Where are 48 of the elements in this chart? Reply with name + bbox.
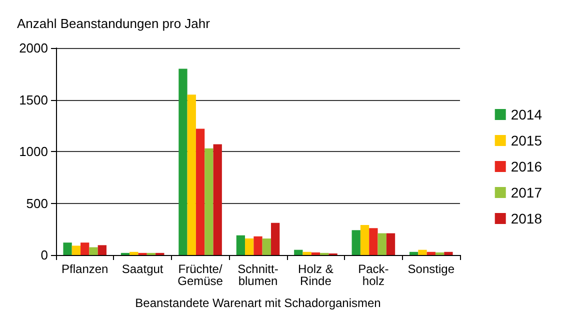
legend-label: 2015 (510, 132, 542, 148)
bar (294, 250, 303, 255)
bar (369, 228, 378, 255)
bar (270, 222, 280, 255)
x-tick-label: Saatgut (122, 262, 164, 276)
bar (426, 252, 436, 255)
bar (254, 236, 262, 255)
y-tick-label: 2000 (19, 40, 48, 56)
bar (187, 94, 196, 255)
x-tick-label: Sonstige (408, 262, 455, 276)
bar (130, 252, 138, 255)
legend-label: 2014 (510, 106, 542, 122)
y-tick-label: 1000 (19, 144, 48, 159)
bar (262, 238, 271, 255)
bar (435, 252, 444, 255)
x-tick-label: Pack- holz (358, 262, 389, 288)
bar (89, 247, 98, 255)
x-axis-title: Beanstandete Warenart mit Schadorganismen (135, 296, 381, 310)
bar (360, 224, 370, 255)
legend-label: 2017 (510, 184, 542, 200)
y-tick-label: 500 (26, 196, 48, 211)
x-tick-label: Schnitt- blumen (238, 262, 278, 288)
bar (72, 246, 81, 255)
bar (378, 233, 386, 255)
bar (410, 252, 418, 255)
bar (196, 128, 205, 255)
bar (418, 250, 427, 255)
x-tick-label: Pflanzen (62, 262, 108, 276)
bar (204, 148, 214, 255)
bar (98, 245, 106, 255)
bar (386, 233, 396, 255)
legend-label: 2016 (510, 158, 542, 174)
bar (302, 252, 312, 255)
legend-label: 2018 (510, 210, 542, 226)
bar (311, 252, 320, 255)
bar (444, 252, 453, 255)
bar (245, 238, 254, 255)
bar (213, 144, 222, 255)
bar (178, 68, 188, 255)
chart-title: Anzahl Beanstandungen pro Jahr (17, 16, 211, 31)
x-tick-label: Früchte/ Gemüse (178, 262, 224, 288)
bar (80, 242, 90, 255)
y-tick-label: 0 (40, 248, 48, 262)
bar (63, 242, 72, 255)
x-tick-label: Holz & Rinde (298, 262, 334, 288)
y-tick-label: 1500 (19, 92, 48, 108)
bar (236, 235, 246, 255)
bar (352, 230, 360, 255)
